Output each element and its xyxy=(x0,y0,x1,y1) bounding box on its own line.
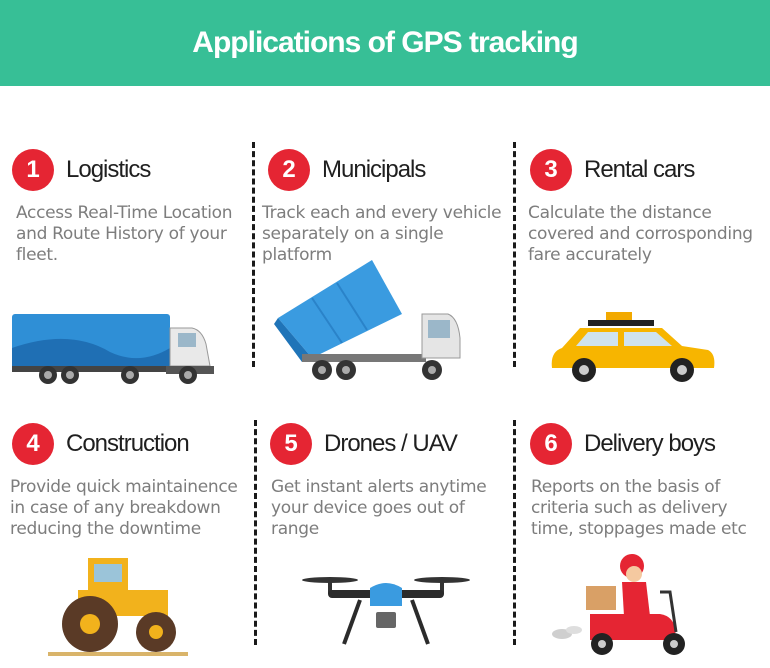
card-drones: 5 Drones / UAV Get instant alerts anytim… xyxy=(270,421,510,540)
card-description: Calculate the distance covered and corro… xyxy=(528,203,753,265)
number-badge: 2 xyxy=(268,149,310,191)
card-municipals: 2 Municipals Track each and every vehicl… xyxy=(262,147,513,266)
card-construction: 4 Construction Provide quick maintainenc… xyxy=(10,421,252,540)
card-rental-cars: 3 Rental cars Calculate the distance cov… xyxy=(528,147,766,266)
card-title: Delivery boys xyxy=(584,430,716,457)
card-title: Rental cars xyxy=(584,156,695,183)
number-badge: 1 xyxy=(12,149,54,191)
card-title: Municipals xyxy=(322,156,426,183)
card-title: Construction xyxy=(66,430,190,457)
card-logistics: 1 Logistics Access Real-Time Location an… xyxy=(12,147,250,266)
dump-truck-icon xyxy=(274,260,461,380)
delivery-scooter-icon xyxy=(552,554,685,655)
number-badge: 4 xyxy=(12,423,54,465)
divider-top-left xyxy=(252,142,255,367)
divider-bottom-left xyxy=(254,420,257,645)
card-description: Provide quick maintainence in case of an… xyxy=(10,477,238,539)
page-title: Applications of GPS tracking xyxy=(192,26,578,59)
taxi-icon xyxy=(551,312,715,382)
card-description: Get instant alerts anytime your device g… xyxy=(271,477,487,539)
truck-icon xyxy=(12,314,214,384)
number-badge: 5 xyxy=(270,423,312,465)
divider-bottom-right xyxy=(513,420,516,645)
number-badge: 6 xyxy=(530,423,572,465)
card-description: Track each and every vehicle separately … xyxy=(262,203,502,265)
bulldozer-icon xyxy=(48,558,188,656)
card-description: Access Real-Time Location and Route Hist… xyxy=(16,203,233,265)
drone-icon xyxy=(302,577,470,645)
card-delivery-boys: 6 Delivery boys Reports on the basis of … xyxy=(530,421,766,540)
header-banner: Applications of GPS tracking xyxy=(0,0,770,86)
card-title: Logistics xyxy=(66,156,151,183)
number-badge: 3 xyxy=(530,149,572,191)
card-description: Reports on the basis of criteria such as… xyxy=(531,477,747,539)
divider-top-right xyxy=(513,142,516,367)
card-title: Drones / UAV xyxy=(324,430,458,457)
